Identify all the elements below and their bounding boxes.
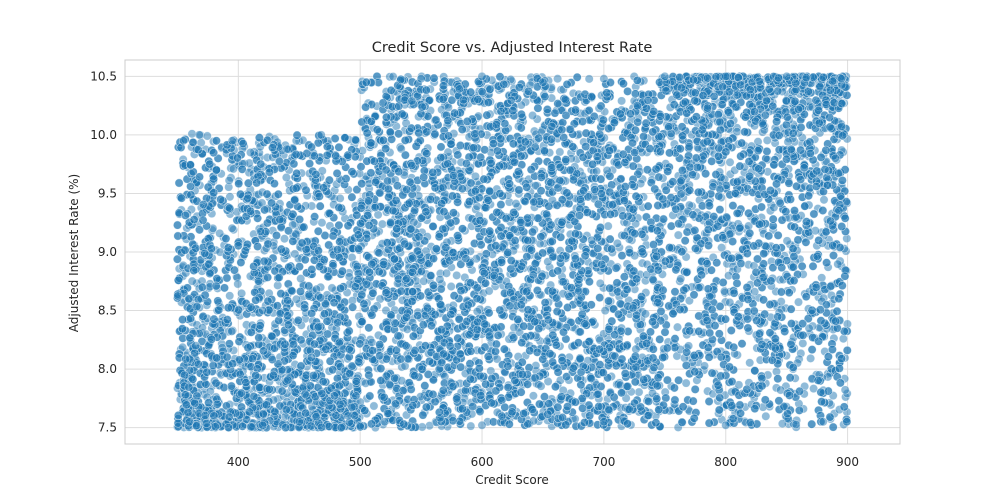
data-point bbox=[672, 322, 682, 332]
data-point bbox=[634, 387, 644, 397]
data-point bbox=[452, 270, 462, 280]
chart-title: Credit Score vs. Adjusted Interest Rate bbox=[372, 40, 653, 56]
data-point bbox=[528, 111, 538, 121]
plot-area bbox=[124, 59, 901, 445]
data-points bbox=[172, 71, 852, 433]
data-point bbox=[553, 74, 563, 84]
data-point bbox=[377, 219, 387, 229]
data-point bbox=[673, 230, 683, 240]
data-point bbox=[798, 338, 808, 348]
data-point bbox=[273, 280, 283, 290]
data-point bbox=[809, 384, 819, 394]
data-point bbox=[612, 238, 622, 248]
data-point bbox=[684, 296, 694, 306]
data-point bbox=[725, 157, 735, 167]
data-point bbox=[528, 391, 538, 401]
data-point bbox=[584, 74, 594, 84]
data-point bbox=[806, 353, 816, 363]
data-point bbox=[745, 358, 755, 368]
data-point bbox=[617, 96, 627, 106]
data-point bbox=[202, 131, 212, 141]
